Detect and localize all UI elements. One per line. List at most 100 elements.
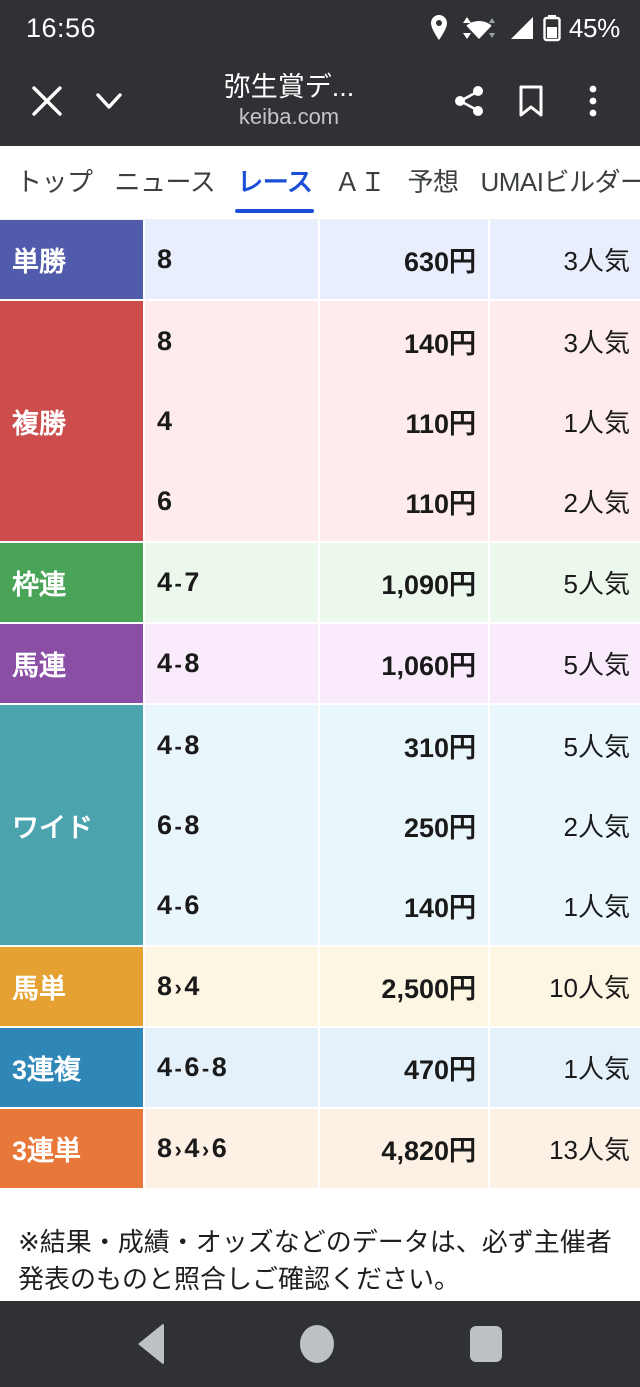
horse-number: 8	[184, 648, 200, 678]
close-icon	[32, 86, 62, 116]
chevron-down-icon	[96, 93, 122, 109]
close-button[interactable]	[16, 70, 78, 132]
payout-row: 複勝 8 140円 3人気 4 110円 1人気 6 110円 2人気	[0, 301, 640, 543]
horse-number: 4	[157, 1052, 173, 1082]
combo-separator: -	[174, 733, 183, 759]
payout-amount: 630円	[318, 220, 488, 299]
location-pin-icon	[428, 14, 450, 42]
payout-amount: 4,820円	[318, 1109, 488, 1188]
horse-number: 8	[157, 244, 173, 274]
combination-cell: 8›4	[145, 947, 318, 1026]
horse-number: 4	[157, 729, 173, 760]
horse-number: 4	[184, 1133, 200, 1163]
home-button[interactable]	[300, 1325, 334, 1363]
horse-number: 4	[184, 971, 200, 1001]
combo-separator: ›	[174, 975, 183, 1000]
popularity-rank: 3人気	[488, 220, 640, 299]
site-tab-4[interactable]: 予想	[407, 167, 459, 197]
signal-icon	[508, 14, 536, 42]
android-nav-bar	[0, 1301, 640, 1387]
page-title-block[interactable]: 弥生賞デ... keiba.com	[140, 72, 438, 130]
combination-cell: 6-8	[145, 785, 318, 865]
horse-number: 4	[157, 648, 173, 678]
battery-percent-label: 45%	[568, 12, 620, 43]
horse-number: 8	[157, 325, 173, 356]
horse-number: 6	[211, 1133, 228, 1163]
status-bar: 16:56 45%	[0, 0, 640, 56]
popularity-rank: 5人気	[488, 543, 640, 622]
payout-entry: 4-6 140円 1人気	[145, 865, 640, 945]
bet-type-label: 単勝	[0, 220, 145, 301]
battery-icon	[543, 14, 561, 42]
page-title: 弥生賞デ...	[223, 71, 355, 102]
payout-amount: 110円	[318, 461, 488, 541]
payout-amount: 140円	[318, 301, 488, 381]
combo-separator: -	[174, 893, 183, 919]
payout-amount: 1,090円	[318, 543, 488, 622]
site-tab-0[interactable]: トップ	[16, 167, 93, 197]
payout-entries: 4-6-8 470円 1人気	[145, 1028, 640, 1109]
payout-entries: 4-7 1,090円 5人気	[145, 543, 640, 624]
payout-entries: 8 140円 3人気 4 110円 1人気 6 110円 2人気	[145, 301, 640, 543]
payout-entries: 4-8 310円 5人気 6-8 250円 2人気 4-6 140円 1人気	[145, 705, 640, 947]
share-button[interactable]	[438, 70, 500, 132]
status-icon-group: 45%	[428, 13, 620, 44]
popularity-rank: 2人気	[488, 785, 640, 865]
popularity-rank: 2人気	[488, 461, 640, 541]
payout-entry: 6-8 250円 2人気	[145, 785, 640, 865]
popularity-rank: 5人気	[488, 705, 640, 785]
horse-number: 7	[184, 567, 200, 597]
combination-cell: 4-7	[145, 543, 318, 622]
recents-button[interactable]	[470, 1326, 502, 1362]
popularity-rank: 13人気	[488, 1109, 640, 1188]
site-tab-1[interactable]: ニュース	[114, 167, 216, 197]
combination-cell: 8	[145, 301, 318, 381]
bet-type-label: 馬連	[0, 624, 145, 705]
popularity-rank: 5人気	[488, 624, 640, 703]
collapse-button[interactable]	[78, 70, 140, 132]
page-host: keiba.com	[238, 103, 340, 129]
payout-entry: 8›4›6 4,820円 13人気	[145, 1109, 640, 1188]
combination-cell: 8	[145, 220, 318, 299]
browser-app-bar: 弥生賞デ... keiba.com	[0, 56, 640, 146]
payout-entry: 4-8 310円 5人気	[145, 705, 640, 785]
popularity-rank: 1人気	[488, 381, 640, 461]
payout-row: 馬連 4-8 1,060円 5人気	[0, 624, 640, 705]
payout-entries: 8›4 2,500円 10人気	[145, 947, 640, 1028]
wifi-icon	[457, 14, 501, 42]
bet-type-label: 馬単	[0, 947, 145, 1028]
combination-cell: 4	[145, 381, 318, 461]
payout-amount: 470円	[318, 1028, 488, 1107]
bookmark-button[interactable]	[500, 70, 562, 132]
popularity-rank: 10人気	[488, 947, 640, 1026]
horse-number: 8	[184, 809, 200, 840]
horse-number: 8	[211, 1052, 228, 1082]
payout-entry: 8 630円 3人気	[145, 220, 640, 299]
combo-separator: -	[174, 571, 183, 596]
payout-entry: 4 110円 1人気	[145, 381, 640, 461]
site-tab-3[interactable]: ＡＩ	[334, 167, 386, 197]
payout-amount: 250円	[318, 785, 488, 865]
payout-entries: 8 630円 3人気	[145, 220, 640, 301]
combo-separator: -	[174, 813, 183, 839]
payout-table: 単勝 8 630円 3人気 複勝 8 140円 3人気 4 110円 1人気 6 110円 2人気 枠連 4-…	[0, 220, 640, 1190]
combo-separator: ›	[201, 1137, 210, 1162]
combo-separator: ›	[174, 1137, 183, 1162]
more-options-button[interactable]	[562, 70, 624, 132]
site-tab-5[interactable]: UMAIビルダー	[480, 167, 640, 197]
combination-cell: 8›4›6	[145, 1109, 318, 1188]
site-tab-strip[interactable]: トップ ニュース レース ＡＩ 予想 UMAIビルダー	[0, 146, 640, 220]
payout-row: 3連複 4-6-8 470円 1人気	[0, 1028, 640, 1109]
horse-number: 8	[184, 729, 200, 760]
horse-number: 6	[184, 1052, 200, 1082]
popularity-rank: 1人気	[488, 865, 640, 945]
bet-type-label: 複勝	[0, 301, 145, 543]
payout-entry: 6 110円 2人気	[145, 461, 640, 541]
horse-number: 4	[157, 405, 173, 436]
back-button[interactable]	[138, 1323, 164, 1365]
site-tab-2[interactable]: レース	[235, 158, 315, 213]
horse-number: 6	[157, 809, 173, 840]
payout-amount: 1,060円	[318, 624, 488, 703]
bet-type-label: 3連複	[0, 1028, 145, 1109]
horse-number: 8	[157, 971, 173, 1001]
